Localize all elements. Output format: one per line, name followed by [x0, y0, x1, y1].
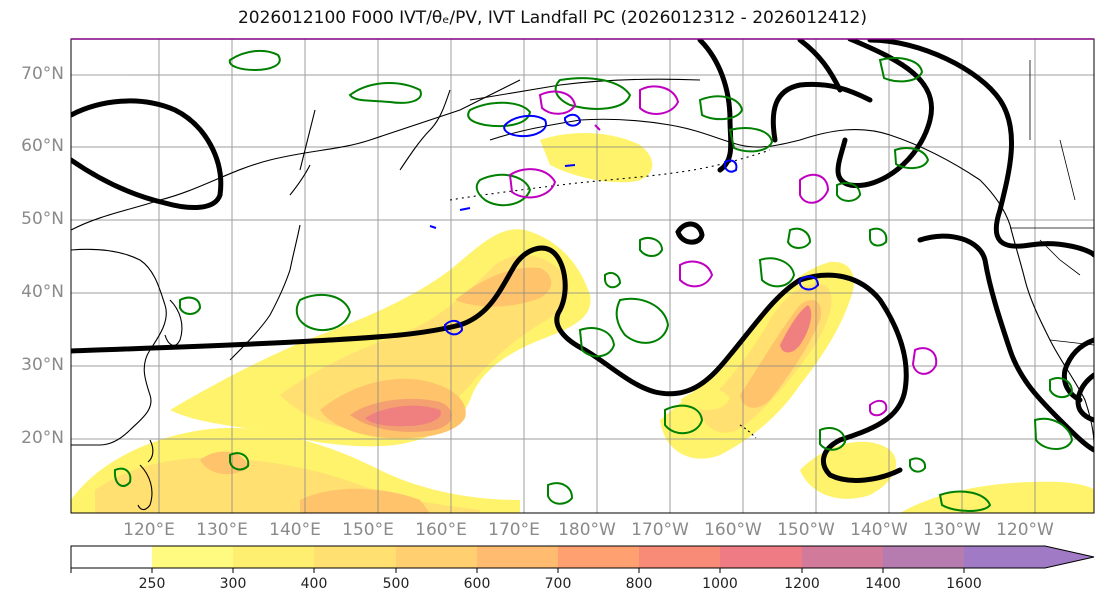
- colorbar-tick-label: 1400: [865, 576, 901, 592]
- lon-label-120e: 120°E: [123, 520, 175, 540]
- lon-label-170w: 170°W: [631, 520, 689, 540]
- lat-label-70n: 70°N: [21, 64, 64, 84]
- pv-contours-green: [113, 49, 1074, 512]
- colorbar-tick-label: 1200: [784, 576, 820, 592]
- colorbar-tick-label: 1600: [946, 576, 982, 592]
- colorbar: [70, 545, 1095, 573]
- colorbar-tick-label: 800: [625, 576, 653, 592]
- lat-label-50n: 50°N: [21, 209, 64, 229]
- colorbar-tick-label: 250: [138, 576, 166, 592]
- lon-label-150w: 150°W: [777, 520, 835, 540]
- colorbar-tick-label: 1000: [702, 576, 738, 592]
- lon-label-150e: 150°E: [342, 520, 394, 540]
- colorbar-tick-label: 700: [544, 576, 572, 592]
- lon-label-160e: 160°E: [415, 520, 467, 540]
- lon-label-130e: 130°E: [196, 520, 248, 540]
- lon-label-140w: 140°W: [850, 520, 908, 540]
- lat-label-30n: 30°N: [21, 355, 64, 375]
- lon-label-130w: 130°W: [923, 520, 981, 540]
- pv-contours-magenta: [508, 85, 938, 417]
- coastlines: [71, 60, 1094, 511]
- colorbar-tick-label: 500: [382, 576, 410, 592]
- lon-label-170e: 170°E: [488, 520, 540, 540]
- lon-label-180w: 180°W: [558, 520, 616, 540]
- colorbar-tick-label: 400: [300, 576, 328, 592]
- theta-e-contours: [71, 39, 1094, 483]
- lon-label-120w: 120°W: [996, 520, 1054, 540]
- ivt-shading: [71, 133, 1094, 513]
- map-title: 2026012100 F000 IVT/θₑ/PV, IVT Landfall …: [237, 8, 868, 28]
- lon-label-160w: 160°W: [704, 520, 762, 540]
- lon-label-140e: 140°E: [269, 520, 321, 540]
- colorbar-tick-label: 600: [463, 576, 491, 592]
- colorbar-tick-label: 300: [219, 576, 247, 592]
- pv-contours-blue: [429, 113, 820, 336]
- lat-label-60n: 60°N: [21, 136, 64, 156]
- lat-label-20n: 20°N: [21, 428, 64, 448]
- lat-label-40n: 40°N: [21, 282, 64, 302]
